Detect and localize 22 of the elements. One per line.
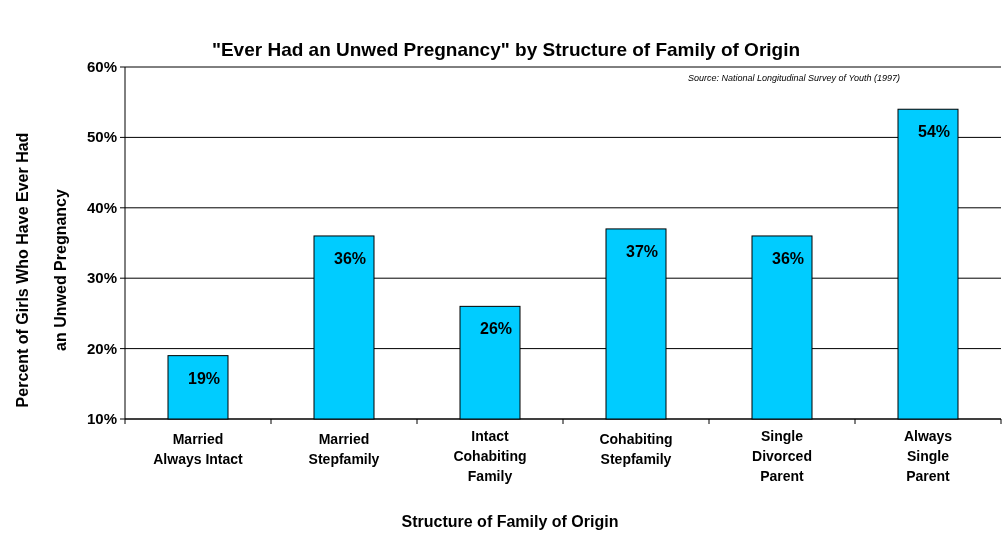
- y-tick-label: 60%: [86, 58, 117, 75]
- y-tick-label: 50%: [86, 128, 117, 146]
- x-axis-title: Structure of Family of Origin: [401, 513, 619, 530]
- data-label: 19%: [187, 369, 221, 387]
- x-tick-label: Always Single Parent: [903, 428, 953, 484]
- x-tick-label: Married Always Intact: [153, 431, 244, 467]
- x-tick-label: Intact Cohabiting Family: [453, 428, 527, 484]
- data-label: 36%: [771, 249, 805, 267]
- data-label: 26%: [479, 320, 513, 338]
- text: Percent of Girls Who Have Ever Had an Unwed Pregnancy: [14, 132, 69, 408]
- x-tick-label: Married Stepfamily: [308, 431, 380, 467]
- y-tick-label: 40%: [86, 198, 117, 216]
- data-label: 36%: [333, 249, 367, 267]
- x-tick-label: Single Divorced Parent: [752, 428, 812, 484]
- y-tick-label: 30%: [86, 269, 117, 287]
- annotation: Source: National Longitudinal Survey of Youth (1997): [688, 73, 900, 83]
- chart-title: "Ever Had an Unwed Pregnancy" by Structure of Family of Origin: [211, 39, 801, 60]
- data-label: 54%: [917, 123, 951, 141]
- data-label: 37%: [625, 242, 659, 260]
- x-tick-label: Cohabiting Stepfamily: [599, 431, 673, 467]
- y-tick-label: 10%: [86, 410, 117, 427]
- y-tick-label: 20%: [86, 339, 117, 357]
